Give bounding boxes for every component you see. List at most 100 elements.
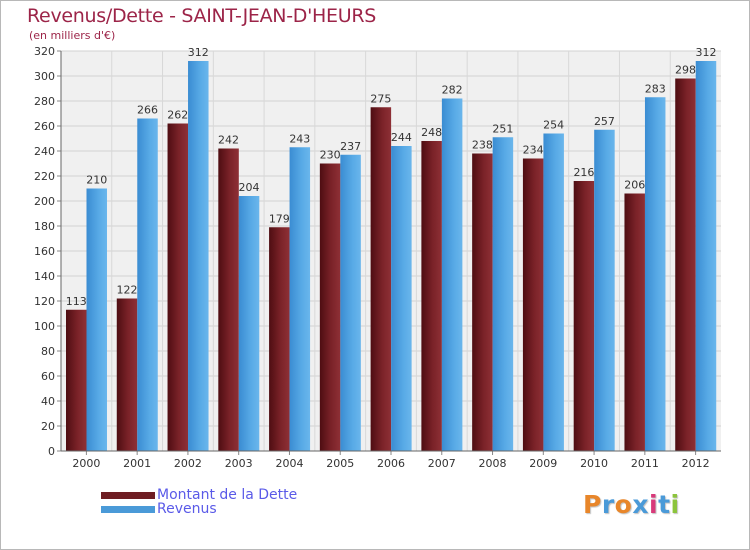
data-label: 238 [472,139,493,152]
bar-dette [319,163,341,451]
y-tick-label: 260 [34,120,55,133]
y-tick-label: 200 [34,195,55,208]
x-tick-label: 2008 [479,457,507,470]
chart-subtitle: (en milliers d'€) [29,29,116,42]
data-label: 282 [442,84,463,97]
x-tick-label: 2003 [225,457,253,470]
proxiti-logo: Proxiti [583,490,680,519]
bar-dette [269,227,290,451]
y-tick-label: 80 [41,345,55,358]
bar-revenus [543,133,564,451]
bar-revenus [238,196,260,451]
bar-revenus [340,154,361,451]
x-tick-label: 2002 [174,457,202,470]
bar-revenus [391,146,412,451]
data-label: 283 [645,82,666,95]
logo-letter: i [670,490,680,519]
x-tick-label: 2012 [682,457,710,470]
data-label: 248 [421,126,442,139]
data-label: 234 [523,144,544,157]
y-tick-label: 240 [34,145,55,158]
bar-revenus [594,129,615,451]
y-tick-label: 140 [34,270,55,283]
bar-dette [218,148,239,451]
x-tick-label: 2009 [529,457,557,470]
y-tick-label: 100 [34,320,55,333]
chart-title: Revenus/Dette - SAINT-JEAN-D'HEURS [27,5,376,27]
bar-dette [624,193,645,451]
legend-label-dette: Montant de la Dette [157,487,298,503]
data-label: 122 [117,284,138,297]
x-tick-label: 2000 [72,457,100,470]
y-tick-label: 320 [34,45,55,58]
data-label: 251 [492,122,513,135]
logo-letter: o [614,490,633,519]
x-tick-label: 2001 [123,457,151,470]
x-tick-label: 2006 [377,457,405,470]
bar-dette [370,107,392,451]
y-tick-label: 220 [34,170,55,183]
bar-dette [421,141,442,451]
bar-revenus [289,147,311,451]
x-tick-label: 2011 [631,457,659,470]
y-tick-label: 180 [34,220,55,233]
data-label: 206 [624,179,645,192]
bar-revenus [137,118,158,451]
bar-dette [675,78,696,451]
legend-swatch-dette [101,491,155,499]
x-tick-label: 2004 [275,457,303,470]
data-label: 210 [86,174,107,187]
data-label: 230 [320,149,341,162]
bar-revenus [695,61,717,451]
y-tick-label: 280 [34,95,55,108]
data-label: 242 [218,134,239,147]
bar-revenus [86,188,107,451]
data-label: 243 [289,132,310,145]
data-label: 113 [66,295,87,308]
x-tick-label: 2007 [428,457,456,470]
legend-item-dette: Montant de la Dette [101,487,297,503]
y-tick-label: 60 [41,370,55,383]
bar-dette [522,158,544,451]
data-label: 237 [340,140,361,153]
data-label: 312 [188,46,209,59]
y-tick-label: 20 [41,420,55,433]
bar-revenus [441,98,463,451]
bar-revenus [188,61,209,451]
data-label: 204 [239,181,260,194]
x-tick-label: 2005 [326,457,354,470]
logo-letter: t [658,490,671,519]
bar-revenus [644,97,666,451]
bar-revenus [492,137,514,451]
data-label: 216 [573,166,594,179]
logo-letter: r [601,490,615,519]
bar-dette [167,123,189,451]
bar-dette [573,181,595,451]
legend-item-revenus: Revenus [101,501,217,517]
data-label: 312 [695,46,716,59]
data-label: 298 [675,64,696,77]
x-tick-label: 2010 [580,457,608,470]
data-label: 244 [391,131,412,144]
data-label: 257 [594,115,615,128]
logo-letter: P [583,490,602,519]
data-label: 179 [269,212,290,225]
y-tick-label: 0 [48,445,55,458]
logo-letter: x [632,490,649,519]
bar-dette [472,153,493,451]
y-tick-label: 40 [41,395,55,408]
data-label: 262 [167,109,188,122]
legend-label-revenus: Revenus [157,501,217,517]
y-tick-label: 300 [34,70,55,83]
y-tick-label: 120 [34,295,55,308]
bar-dette [66,309,87,451]
bar-dette [116,298,138,451]
y-tick-label: 160 [34,245,55,258]
logo-letter: i [649,490,659,519]
legend-swatch-revenus [101,505,155,513]
data-label: 266 [137,104,158,117]
data-label: 275 [370,92,391,105]
data-label: 254 [543,119,564,132]
